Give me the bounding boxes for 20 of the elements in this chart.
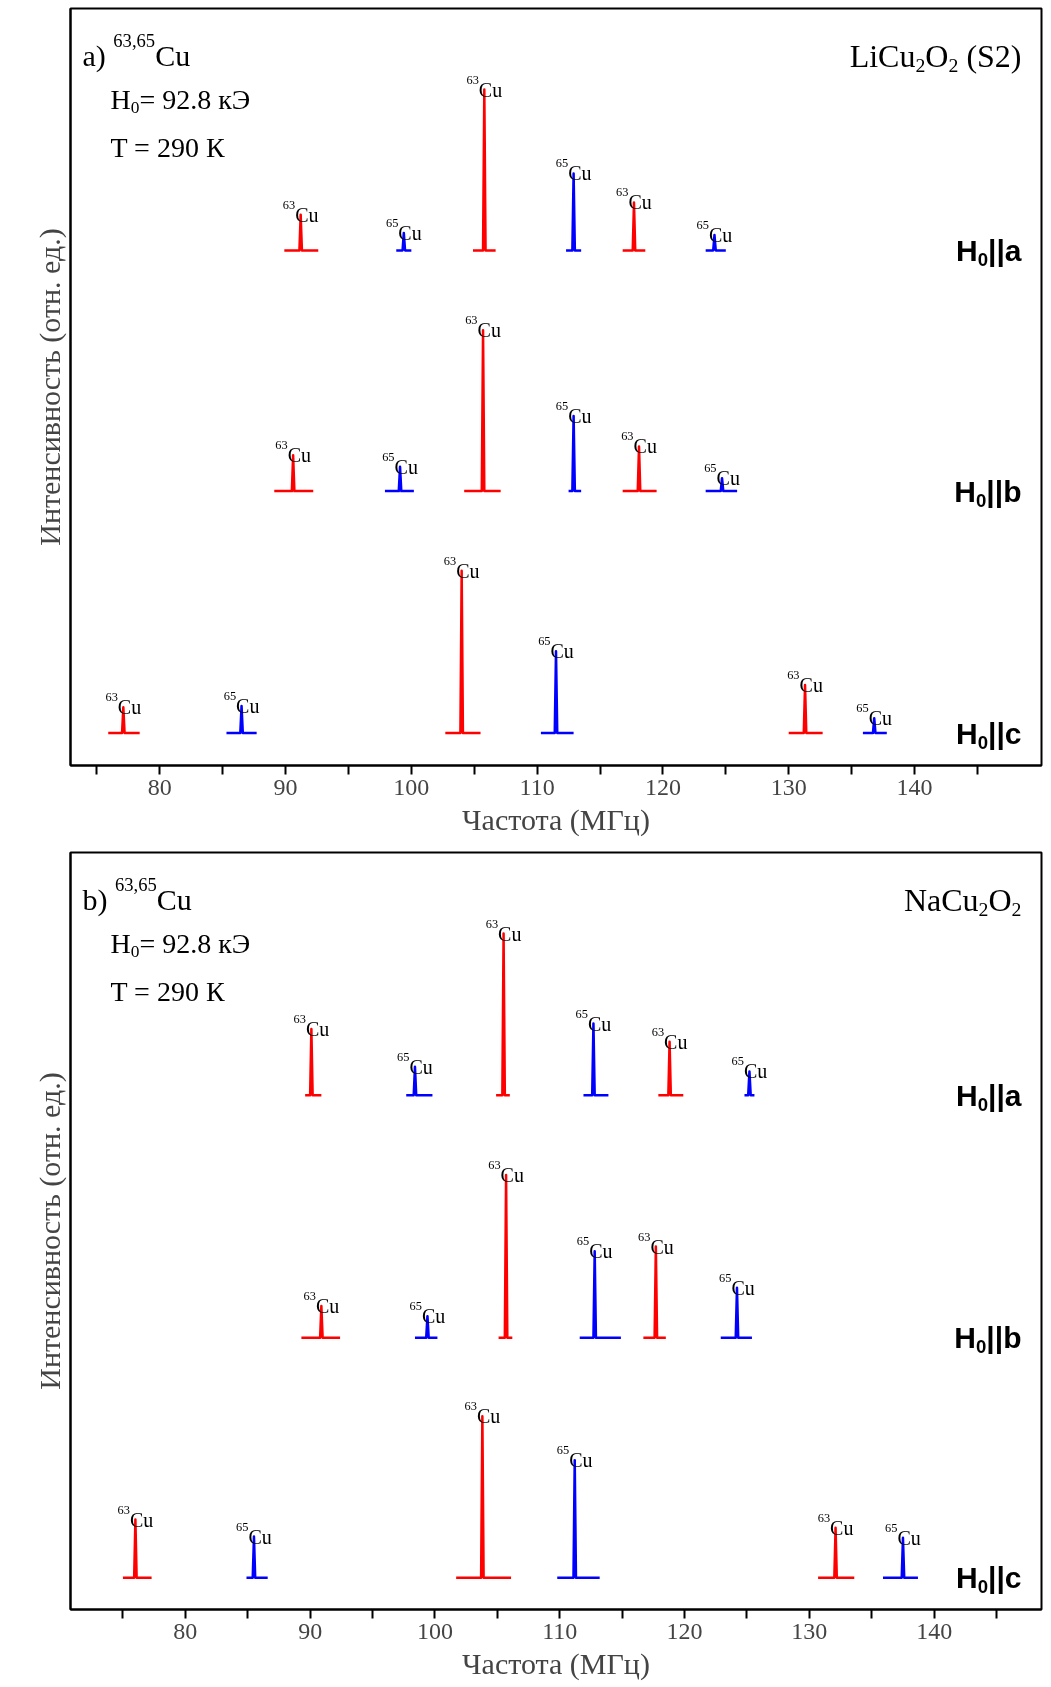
x-axis-title: Частота (МГц): [462, 1646, 650, 1681]
x-tick-label: 130: [791, 1617, 828, 1644]
x-tick-label: 110: [542, 1617, 578, 1644]
x-tick-label: 130: [770, 773, 807, 800]
x-tick-label: 80: [173, 1617, 198, 1644]
x-tick-label: 140: [916, 1617, 953, 1644]
x-tick-label: 140: [896, 773, 933, 800]
x-tick-label: 120: [644, 773, 681, 800]
x-tick-label: 120: [666, 1617, 703, 1644]
x-tick-label: 80: [147, 773, 172, 800]
x-tick-label: 90: [273, 773, 298, 800]
y-axis-title: Интенсивность (отн. ед.): [32, 228, 67, 546]
x-tick-label: 100: [393, 773, 430, 800]
y-axis-title: Интенсивность (отн. ед.): [32, 1072, 67, 1390]
x-tick-label: 100: [416, 1617, 453, 1644]
annotation: T = 290 К: [110, 132, 225, 163]
x-tick-label: 110: [519, 773, 555, 800]
x-tick-label: 90: [298, 1617, 323, 1644]
annotation: T = 290 К: [110, 976, 225, 1007]
x-axis-title: Частота (МГц): [462, 802, 650, 837]
